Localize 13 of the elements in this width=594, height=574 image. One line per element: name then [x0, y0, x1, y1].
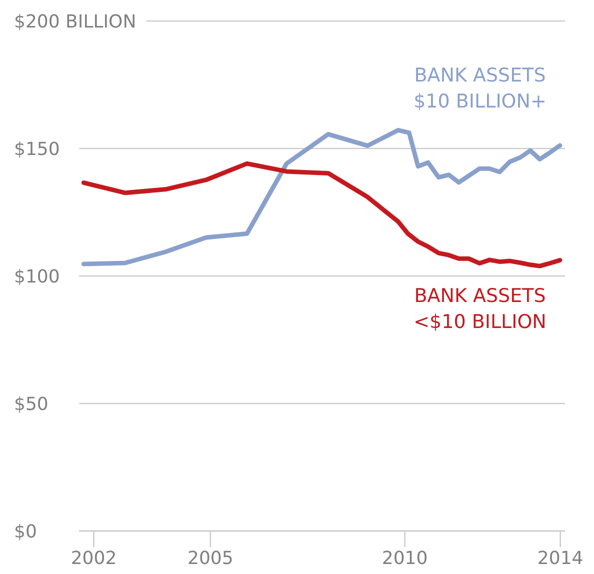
line-series [81, 128, 562, 266]
series-label: BANK ASSETS $10 BILLION+ [414, 64, 546, 112]
y-tick-label: $150 [14, 138, 60, 160]
x-tick-label: 2010 [382, 548, 428, 569]
line-series [81, 161, 562, 268]
y-tick-label: $0 [14, 521, 37, 542]
x-tick-label: 2002 [70, 548, 117, 569]
x-tick-label: 2014 [537, 548, 584, 569]
x-tick-label: 2005 [188, 548, 234, 569]
series-label: BANK ASSETS <$10 BILLION [414, 285, 546, 334]
y-tick-label: $50 [14, 394, 48, 415]
y-tick-label: $200 BILLION [14, 11, 136, 32]
y-tick-label: $100 [14, 266, 60, 288]
